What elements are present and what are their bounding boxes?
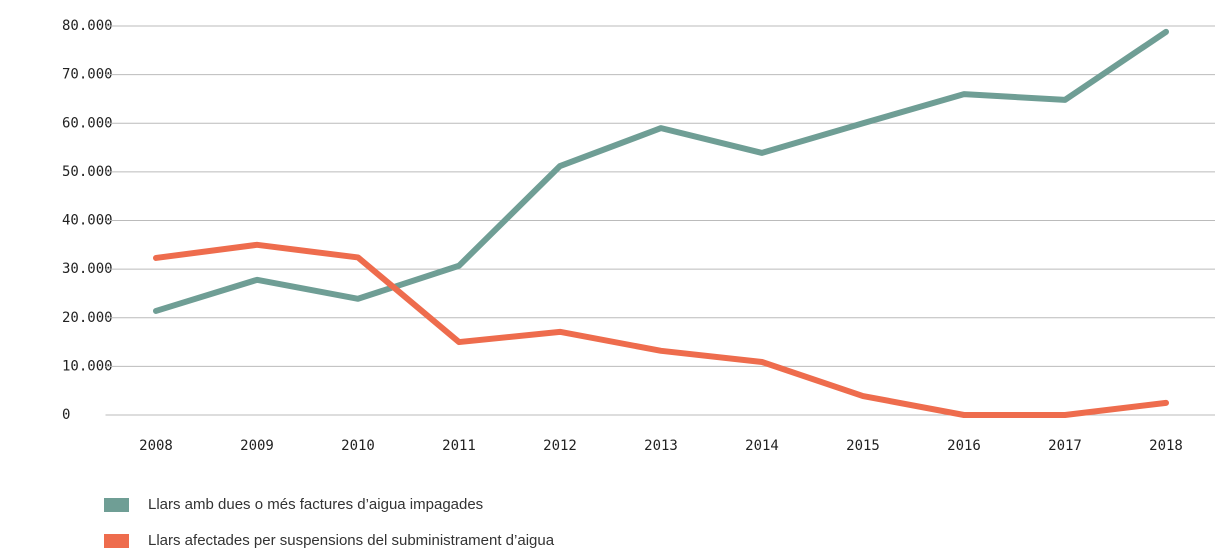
legend-label: Llars amb dues o més factures d’aigua im… (148, 496, 483, 513)
y-tick-label: 40.000 (62, 213, 113, 229)
y-tick-label: 70.000 (62, 67, 113, 83)
legend-swatch (104, 498, 129, 512)
x-tick-label: 2017 (1048, 438, 1082, 454)
x-tick-label: 2016 (947, 438, 981, 454)
x-tick-label: 2011 (442, 438, 476, 454)
series-line (153, 241, 1169, 418)
y-tick-label: 30.000 (62, 261, 113, 277)
y-tick-label: 0 (62, 407, 70, 423)
x-tick-label: 2012 (543, 438, 577, 454)
x-tick-label: 2008 (139, 438, 173, 454)
series-line (153, 28, 1169, 314)
x-tick-label: 2018 (1149, 438, 1183, 454)
y-tick-label: 10.000 (62, 358, 113, 374)
y-tick-label: 60.000 (62, 115, 113, 131)
y-tick-label: 50.000 (62, 164, 113, 180)
y-tick-label: 20.000 (62, 310, 113, 326)
legend-swatch (104, 534, 129, 548)
x-tick-label: 2009 (240, 438, 274, 454)
y-tick-label: 80.000 (62, 18, 113, 34)
legend-label: Llars afectades per suspensions del subm… (148, 532, 555, 548)
x-tick-label: 2015 (846, 438, 880, 454)
x-tick-label: 2014 (745, 438, 779, 454)
x-tick-label: 2010 (341, 438, 375, 454)
x-tick-label: 2013 (644, 438, 678, 454)
